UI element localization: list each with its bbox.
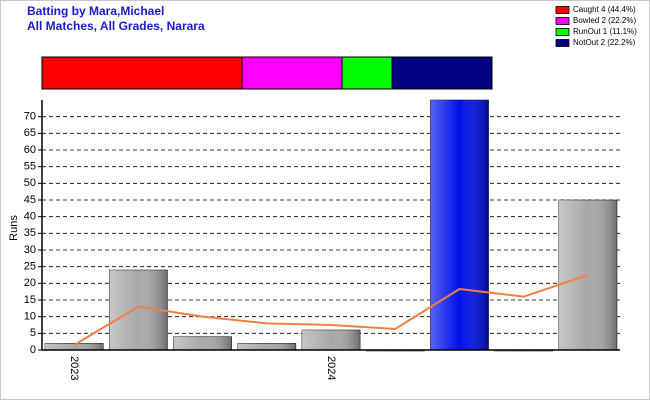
- y-axis-label: Runs: [8, 215, 20, 241]
- y-tick-label: 20: [24, 277, 36, 289]
- bar-shade: [237, 343, 296, 350]
- average-line: [73, 274, 589, 346]
- breakdown-segment: [241, 56, 343, 90]
- bar-shade: [301, 330, 361, 350]
- y-tick-label: 10: [24, 311, 36, 323]
- y-tick-label: 30: [24, 244, 36, 256]
- y-tick-label: 45: [24, 194, 36, 206]
- y-tick-label: 35: [24, 227, 36, 239]
- chart-subtitle: All Matches, All Grades, Narara: [27, 19, 205, 33]
- y-tick-label: 40: [24, 211, 36, 223]
- bar-shade: [45, 343, 104, 350]
- y-tick-label: 65: [24, 127, 36, 139]
- y-tick-label: 50: [24, 177, 36, 189]
- y-tick-label: 25: [24, 261, 36, 273]
- legend-swatch: [555, 28, 570, 36]
- chart-title: Batting by Mara,Michael: [27, 4, 164, 18]
- legend-label: Caught 4 (44.4%): [573, 5, 636, 14]
- bar-shade: [173, 336, 232, 350]
- legend-swatch: [555, 17, 570, 25]
- legend-label: Bowled 2 (22.2%): [573, 16, 636, 25]
- x-tick-label: 2023: [68, 356, 80, 380]
- legend-swatch: [555, 6, 570, 14]
- breakdown-segment: [391, 56, 493, 90]
- y-tick-label: 5: [30, 327, 36, 339]
- bar-shade: [430, 100, 489, 350]
- y-tick-label: 60: [24, 144, 36, 156]
- breakdown-segment: [341, 56, 393, 90]
- x-tick-label: 2024: [325, 356, 337, 380]
- y-tick-label: 0: [30, 344, 36, 356]
- legend-swatch: [555, 39, 570, 47]
- y-tick-label: 15: [24, 294, 36, 306]
- y-tick-label: 70: [24, 111, 36, 123]
- y-tick-label: 55: [24, 161, 36, 173]
- breakdown-segment: [41, 56, 243, 90]
- legend-label: RunOut 1 (11.1%): [573, 27, 637, 36]
- legend-label: NotOut 2 (22.2%): [573, 38, 636, 47]
